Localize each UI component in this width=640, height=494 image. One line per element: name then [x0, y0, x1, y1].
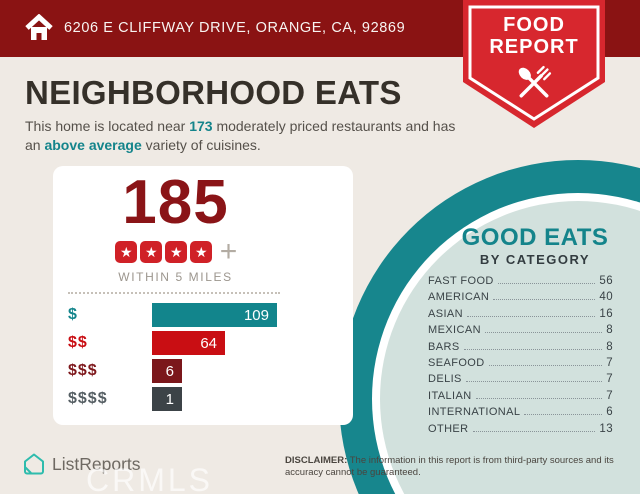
- category-row: BARS 8: [428, 341, 613, 357]
- variety-highlight: above average: [44, 136, 142, 153]
- bar-row: $$$$ 1: [68, 387, 338, 411]
- good-eats-subtitle: BY CATEGORY: [479, 252, 591, 267]
- bar: 109: [152, 303, 277, 327]
- bar-row: $$ 64: [68, 331, 338, 355]
- bar: 6: [152, 359, 182, 383]
- category-list: FAST FOOD 56 AMERICAN 40 ASIAN 16 MEXICAN 8 BARS…: [428, 275, 613, 439]
- price-level-label: $$: [68, 334, 88, 351]
- category-value: 7: [606, 373, 613, 386]
- category-label: AMERICAN: [428, 291, 490, 304]
- listreports-house-icon: [24, 453, 44, 475]
- disclaimer-label: DISCLAIMER:: [285, 455, 348, 466]
- star-icon: ★: [140, 241, 163, 263]
- category-row: AMERICAN 40: [428, 291, 613, 307]
- listreports-logo: ListReports: [22, 452, 141, 476]
- listreports-wordmark: ListReports: [52, 453, 141, 474]
- category-value: 13: [599, 422, 613, 435]
- dotted-leader: [488, 364, 603, 366]
- intro-text-pre: This home is located near: [25, 118, 190, 134]
- property-address: 6206 E CLIFFWAY DRIVE, ORANGE, CA, 92869: [64, 20, 406, 36]
- category-label: OTHER: [428, 422, 469, 435]
- dotted-leader: [465, 381, 603, 383]
- bar: 1: [152, 387, 182, 411]
- bar-row: $109: [68, 303, 338, 327]
- page-title: NEIGHBORHOOD EATS: [25, 74, 402, 111]
- price-level-label: $: [68, 306, 78, 323]
- category-value: 6: [606, 406, 613, 419]
- dotted-leader: [475, 397, 603, 399]
- category-row: FAST FOOD 56: [428, 275, 613, 291]
- category-label: SEAFOOD: [428, 356, 485, 369]
- dotted-leader: [467, 315, 596, 317]
- dotted-leader: [463, 348, 603, 350]
- rating-stars: ★ ★ ★ ★ +: [53, 235, 298, 268]
- badge-title-line1: FOOD: [503, 14, 565, 36]
- dotted-leader: [493, 299, 596, 301]
- good-eats-title: GOOD EATS: [461, 224, 609, 251]
- disclaimer-text: The information in this report is from t…: [285, 455, 614, 479]
- category-label: BARS: [428, 340, 460, 353]
- category-label: ITALIAN: [428, 389, 472, 402]
- total-restaurants-count: 185: [122, 168, 229, 237]
- category-label: FAST FOOD: [428, 275, 494, 287]
- category-row: ITALIAN 7: [428, 390, 613, 406]
- intro-text: This home is located near 173 moderately…: [25, 117, 457, 155]
- category-value: 7: [606, 356, 613, 369]
- intro-text-mid: moderately priced restaurants and has an: [25, 118, 456, 153]
- dotted-leader: [472, 430, 596, 432]
- plus-sign: +: [219, 235, 238, 268]
- bar-row: $$$ 6: [68, 359, 338, 383]
- category-row: DELIS 7: [428, 373, 613, 389]
- star-tiles: ★ ★ ★ ★: [114, 241, 214, 263]
- stats-card: 185 ★ ★ ★ ★ + WITHIN 5 MILES $109 $$ 64 $$$ 6 $$…: [53, 166, 353, 425]
- category-row: INTERNATIONAL 6: [428, 406, 613, 422]
- category-value: 40: [599, 291, 613, 304]
- category-row: OTHER 13: [428, 423, 613, 439]
- restaurant-count-highlight: 173: [189, 118, 213, 134]
- star-icon: ★: [190, 241, 213, 263]
- dotted-leader: [484, 332, 603, 334]
- disclaimer: DISCLAIMER: The information in this repo…: [285, 455, 623, 480]
- category-value: 8: [606, 340, 613, 353]
- intro-text-post: variety of cuisines.: [141, 136, 261, 153]
- price-level-label: $$$: [68, 362, 98, 379]
- ribbon-shape: [463, 0, 605, 128]
- dotted-leader: [524, 414, 603, 416]
- category-value: 56: [599, 275, 613, 287]
- category-row: SEAFOOD 7: [428, 357, 613, 373]
- dashed-divider: [68, 292, 280, 294]
- food-report-badge: FOOD REPORT: [463, 0, 605, 130]
- category-label: ASIAN: [428, 307, 464, 320]
- category-value: 16: [599, 307, 613, 320]
- category-label: INTERNATIONAL: [428, 406, 521, 419]
- dotted-leader: [497, 283, 596, 284]
- price-level-bar-chart: $109 $$ 64 $$$ 6 $$$$ 1: [68, 303, 338, 415]
- crmls-watermark: CRMLS: [86, 462, 214, 494]
- house-icon: [24, 13, 54, 47]
- summary-block: 185 ★ ★ ★ ★ + WITHIN 5 MILES: [53, 172, 298, 284]
- radius-label: WITHIN 5 MILES: [118, 270, 233, 284]
- category-label: DELIS: [428, 373, 462, 386]
- category-label: MEXICAN: [428, 324, 481, 337]
- category-row: ASIAN 16: [428, 308, 613, 324]
- bar: 64: [152, 331, 225, 355]
- price-level-label: $$$$: [68, 390, 108, 407]
- category-value: 7: [606, 389, 613, 402]
- category-row: MEXICAN 8: [428, 324, 613, 340]
- badge-title-line2: REPORT: [489, 36, 579, 58]
- star-icon: ★: [165, 241, 188, 263]
- category-value: 8: [606, 324, 613, 337]
- star-icon: ★: [115, 241, 138, 263]
